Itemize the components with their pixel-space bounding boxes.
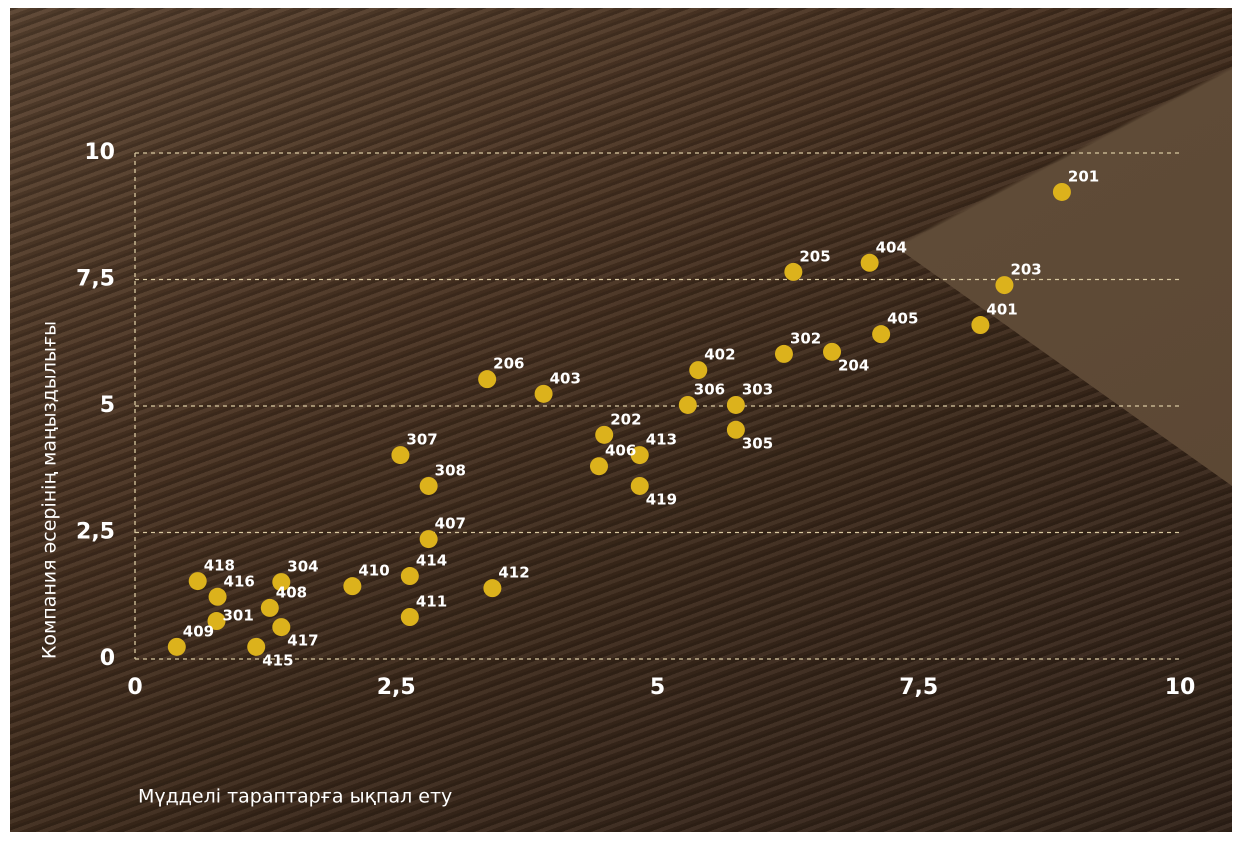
point-label: 418 <box>204 557 235 575</box>
point-label: 404 <box>876 238 907 256</box>
point-label: 414 <box>416 552 447 570</box>
x-axis-title: Мүдделі тараптарға ықпал ету <box>138 786 452 808</box>
point-label: 406 <box>605 442 636 460</box>
y-tick-label: 0 <box>100 646 115 671</box>
point-label: 415 <box>262 651 293 669</box>
y-tick-label: 10 <box>84 140 115 165</box>
point <box>419 530 438 549</box>
point-label: 305 <box>742 434 773 452</box>
point <box>689 361 708 380</box>
point-label: 412 <box>498 564 529 582</box>
point <box>272 573 291 592</box>
point <box>774 344 793 363</box>
point-label: 205 <box>799 247 830 265</box>
point-label: 419 <box>646 490 677 508</box>
y-tick-label: 5 <box>100 393 115 418</box>
point <box>823 342 842 361</box>
point-label: 408 <box>276 583 307 601</box>
y-tick-label: 2,5 <box>76 520 115 545</box>
x-tick-label: 0 <box>127 675 142 700</box>
x-tick-label: 2,5 <box>377 675 416 700</box>
point-label: 402 <box>704 346 735 364</box>
point-label: 307 <box>406 431 437 449</box>
point <box>595 425 614 444</box>
point <box>391 446 410 465</box>
point <box>630 446 649 465</box>
x-tick-label: 5 <box>650 675 665 700</box>
point-label: 407 <box>435 515 466 533</box>
point-label: 202 <box>610 410 641 428</box>
point <box>784 262 803 281</box>
point <box>272 618 291 637</box>
point-label: 204 <box>838 356 869 374</box>
point-label: 409 <box>183 622 214 640</box>
point-label: 416 <box>224 572 255 590</box>
point-label: 410 <box>358 562 389 580</box>
point <box>872 325 891 344</box>
point <box>260 598 279 617</box>
point-label: 417 <box>287 632 318 650</box>
point-label: 304 <box>287 558 318 576</box>
point <box>400 608 419 627</box>
point <box>534 384 553 403</box>
point-label: 203 <box>1010 261 1041 279</box>
y-axis-title: Компания әсерінің маңыздылығы <box>39 321 61 659</box>
point-label: 302 <box>790 329 821 347</box>
point-label: 405 <box>887 310 918 328</box>
point-label: 303 <box>742 380 773 398</box>
point <box>630 476 649 495</box>
y-tick-label: 7,5 <box>76 267 115 292</box>
point-label: 308 <box>435 461 466 479</box>
point <box>589 457 608 476</box>
point <box>995 276 1014 295</box>
point-label: 301 <box>223 607 254 625</box>
point <box>1052 182 1071 201</box>
point <box>971 316 990 335</box>
x-tick-label: 10 <box>1165 675 1196 700</box>
point-label: 306 <box>694 380 725 398</box>
point-label: 206 <box>493 355 524 373</box>
point <box>207 612 226 631</box>
point <box>483 579 502 598</box>
point <box>419 476 438 495</box>
point-label: 413 <box>646 431 677 449</box>
point <box>188 572 207 591</box>
point <box>400 567 419 586</box>
point <box>726 420 745 439</box>
point-label: 411 <box>416 593 447 611</box>
x-tick-label: 7,5 <box>899 675 938 700</box>
point <box>343 577 362 596</box>
point <box>247 637 266 656</box>
point <box>478 370 497 389</box>
point <box>678 395 697 414</box>
point <box>860 253 879 272</box>
point-label: 403 <box>550 369 581 387</box>
point <box>726 395 745 414</box>
point <box>167 637 186 656</box>
point <box>208 587 227 606</box>
point-label: 201 <box>1068 167 1099 185</box>
point-label: 401 <box>986 301 1017 319</box>
